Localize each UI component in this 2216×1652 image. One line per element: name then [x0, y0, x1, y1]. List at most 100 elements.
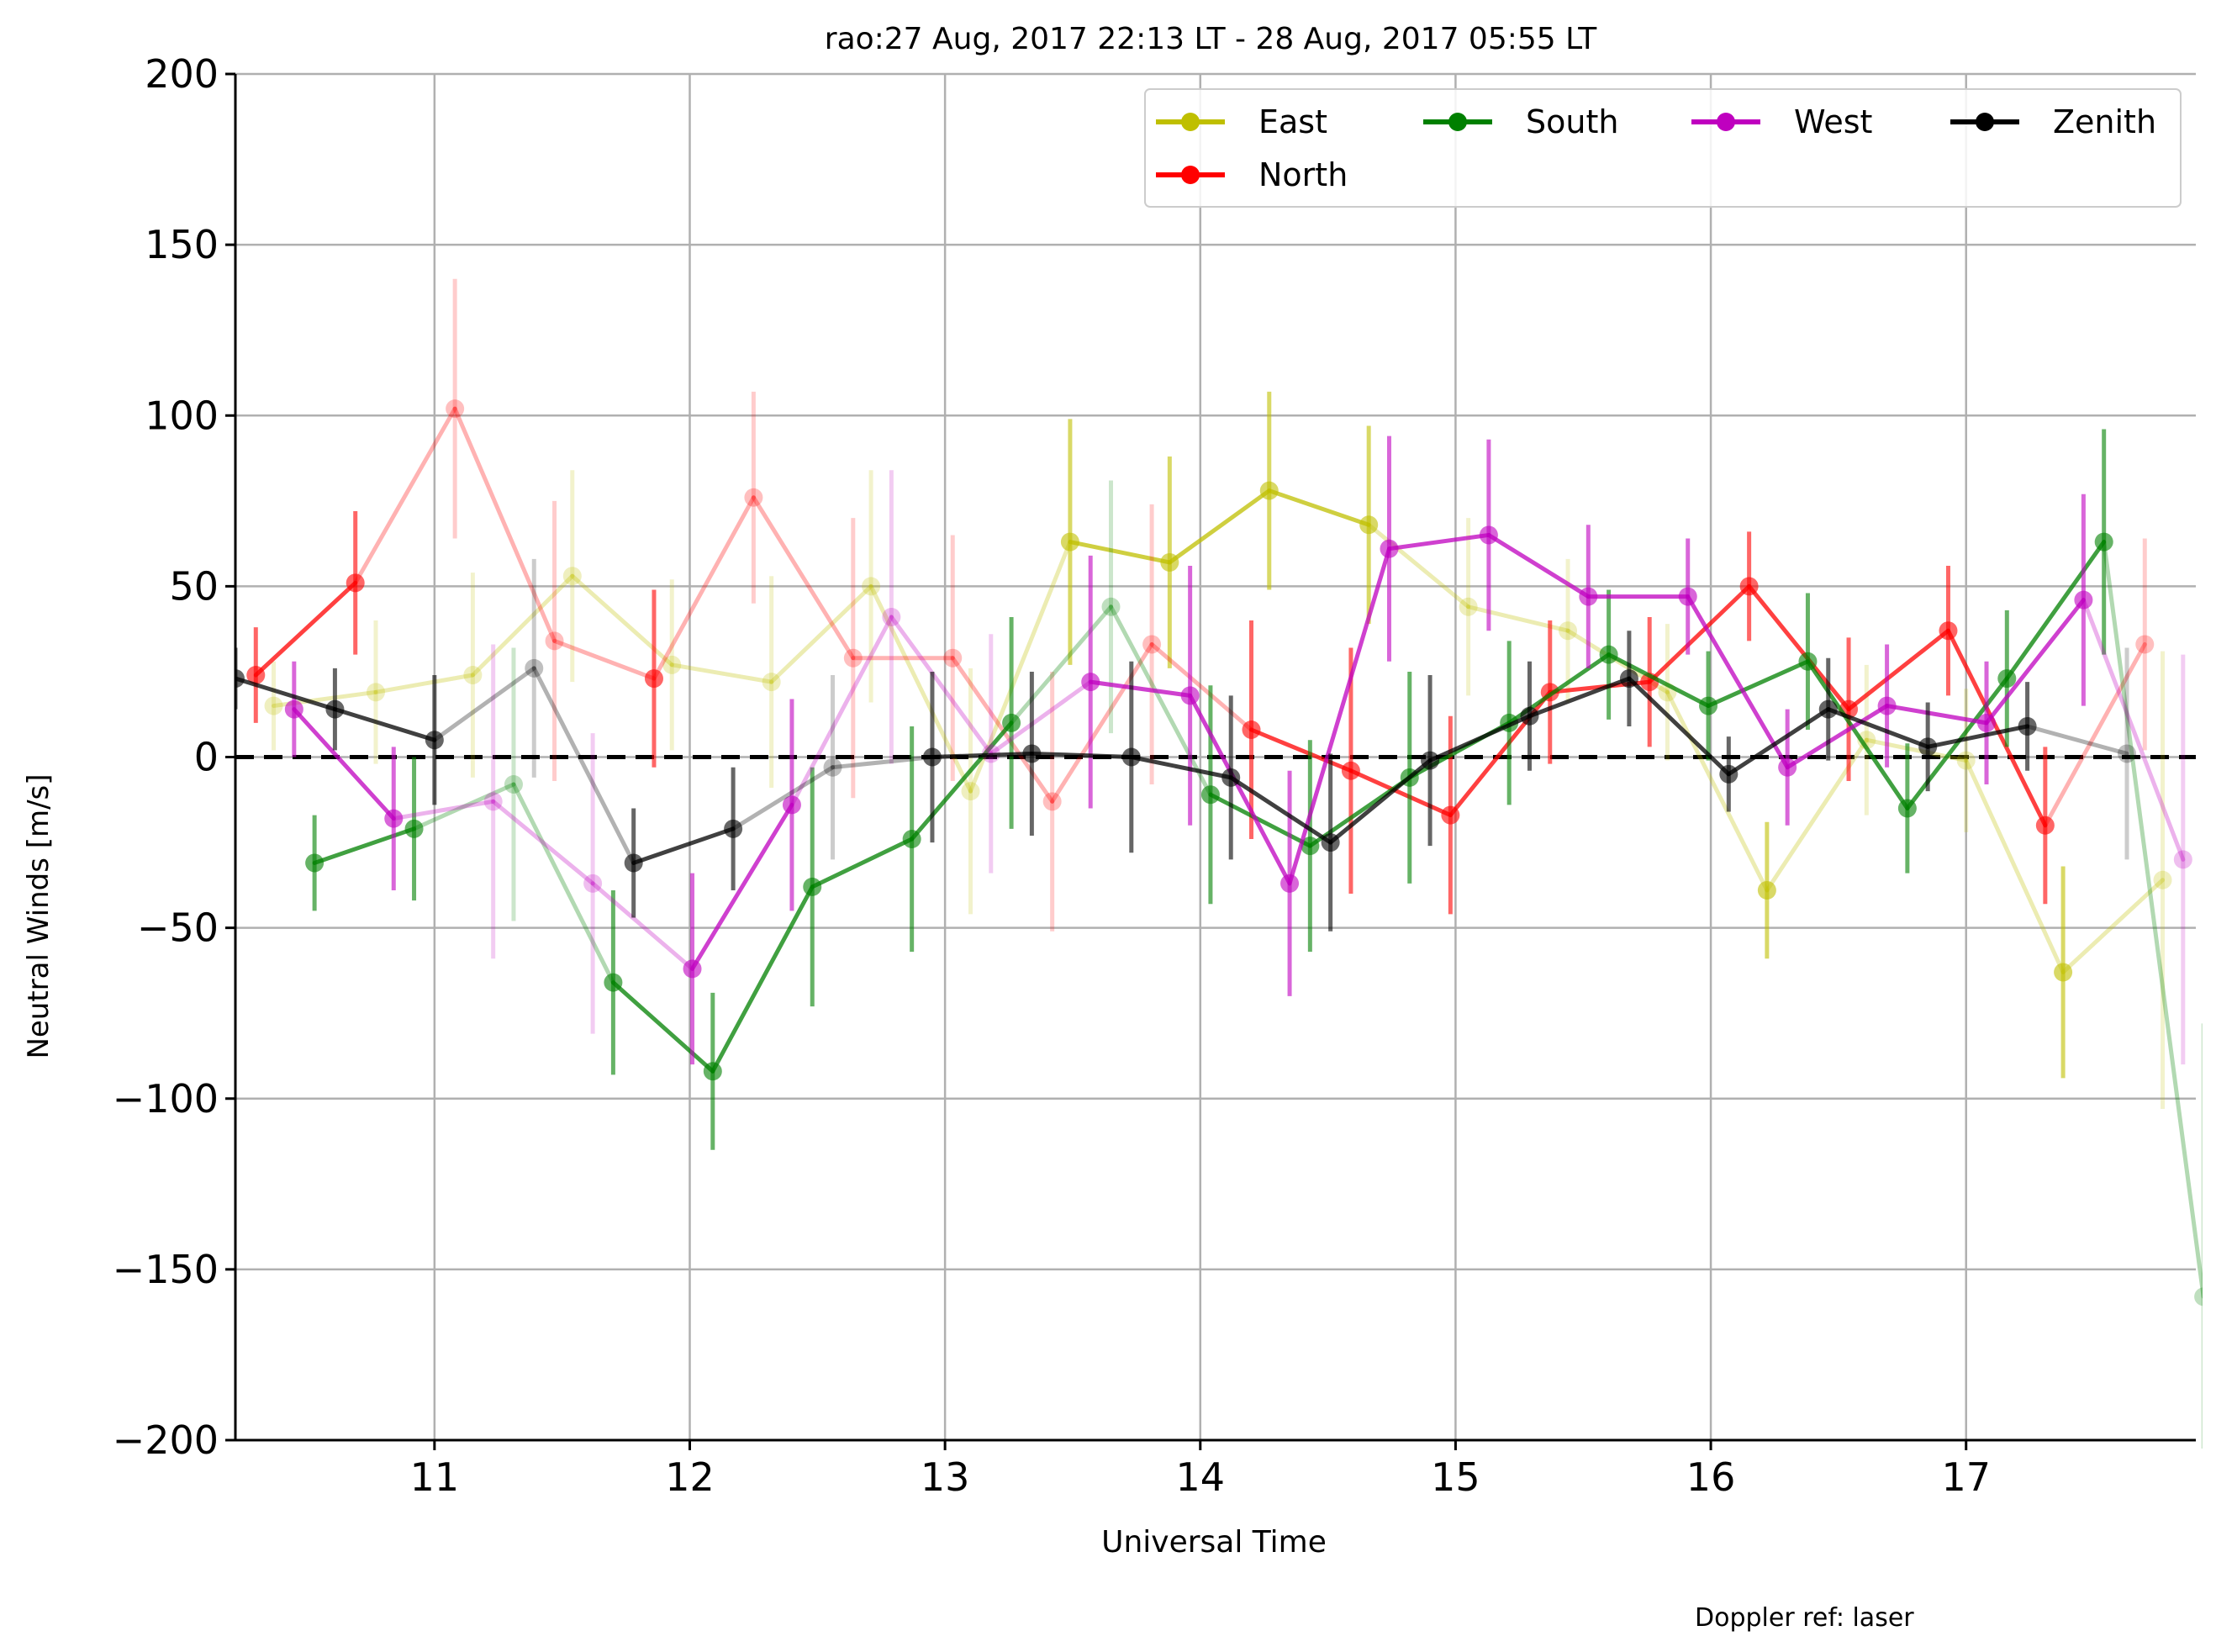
y-tick-label: 50 — [169, 563, 219, 609]
data-point — [862, 577, 881, 596]
data-point — [463, 666, 483, 684]
data-point — [1579, 587, 1598, 606]
data-point — [367, 683, 386, 702]
data-point — [1520, 706, 1539, 726]
data-point — [425, 731, 444, 750]
series-segment — [452, 406, 557, 643]
series-segment — [2004, 540, 2107, 681]
data-point — [1359, 515, 1379, 535]
data-point — [1121, 747, 1141, 767]
series-segment — [312, 826, 417, 865]
data-point — [1479, 525, 1498, 545]
data-point — [246, 666, 266, 684]
series-segment — [1029, 751, 1134, 759]
data-point — [2094, 532, 2113, 552]
series-segment — [1208, 792, 1312, 848]
series-segment — [1885, 704, 1989, 726]
data-point — [1977, 713, 1997, 732]
data-point — [943, 648, 963, 668]
legend: East North South West Zenith — [1144, 88, 2182, 208]
data-point — [1242, 720, 1261, 739]
series-zenith — [235, 558, 2137, 932]
series-segment — [1665, 689, 1770, 893]
series-segment — [690, 802, 794, 971]
legend-marker — [1181, 166, 1200, 184]
series-segment — [412, 782, 516, 831]
data-point — [562, 567, 582, 586]
data-point — [384, 809, 404, 828]
data-point — [2194, 1287, 2203, 1306]
data-point — [2074, 590, 2093, 610]
data-point — [1559, 621, 1578, 641]
series-segment — [1149, 641, 1254, 732]
data-point — [1081, 673, 1100, 692]
series-segment — [1188, 693, 1292, 886]
series-segment — [1009, 604, 1114, 726]
data-point — [644, 669, 663, 689]
series-segment — [1328, 758, 1432, 845]
data-point — [1301, 837, 1320, 856]
y-tick-label: −100 — [113, 1076, 219, 1122]
series-segment — [769, 583, 873, 684]
legend-marker — [1717, 113, 1735, 131]
series-segment — [2043, 641, 2147, 828]
data-point — [803, 877, 822, 896]
series-segment — [930, 751, 1034, 759]
data-point — [2153, 870, 2172, 889]
data-point — [504, 775, 523, 794]
series-segment — [1167, 488, 1272, 565]
data-point — [1101, 597, 1121, 616]
data-point — [1321, 833, 1340, 852]
series-segment — [1129, 755, 1233, 780]
series-segment — [1945, 628, 2048, 828]
series-segment — [1846, 628, 1950, 712]
series-segment — [1527, 676, 1632, 719]
data-point — [1897, 799, 1917, 818]
data-point — [744, 488, 763, 507]
data-point — [823, 757, 842, 777]
data-point — [1997, 669, 2017, 689]
data-point — [902, 830, 921, 848]
series-segment — [235, 676, 337, 712]
series-segment — [531, 666, 636, 865]
data-point — [1180, 686, 1200, 705]
data-point — [1459, 597, 1478, 616]
data-point — [1421, 751, 1440, 770]
series-segment — [1925, 724, 2030, 749]
legend-item-west: West — [1691, 103, 1872, 140]
y-tick-label: 150 — [145, 222, 219, 267]
data-point — [961, 782, 980, 801]
series-north — [246, 278, 2155, 932]
data-point — [2118, 744, 2137, 763]
data-point — [882, 607, 901, 626]
legend-frame — [1144, 88, 2182, 208]
series-segment — [731, 765, 836, 831]
data-point — [1259, 481, 1279, 500]
data-point — [2054, 963, 2073, 982]
data-point — [446, 399, 465, 419]
series-segment — [1386, 532, 1491, 552]
data-point — [762, 673, 781, 692]
data-point — [1739, 577, 1759, 596]
data-point — [724, 819, 743, 838]
y-tick-label: 200 — [145, 51, 219, 97]
data-point — [2173, 850, 2192, 869]
data-point — [1619, 669, 1638, 689]
series-segment — [1805, 659, 1910, 810]
series-segment — [831, 755, 935, 770]
data-point — [1719, 764, 1739, 784]
data-point — [284, 699, 303, 719]
series-segment — [1706, 659, 1810, 709]
series-segment — [2102, 540, 2203, 1299]
series-segment — [1607, 652, 1711, 709]
series-segment — [1905, 676, 2009, 810]
x-tick-label: 13 — [921, 1454, 970, 1500]
data-point — [1939, 621, 1958, 641]
data-point — [1200, 785, 1220, 805]
data-point — [1778, 757, 1797, 777]
legend-marker — [1181, 113, 1200, 131]
legend-label: North — [1258, 156, 1348, 193]
x-tick-label: 14 — [1176, 1454, 1226, 1500]
